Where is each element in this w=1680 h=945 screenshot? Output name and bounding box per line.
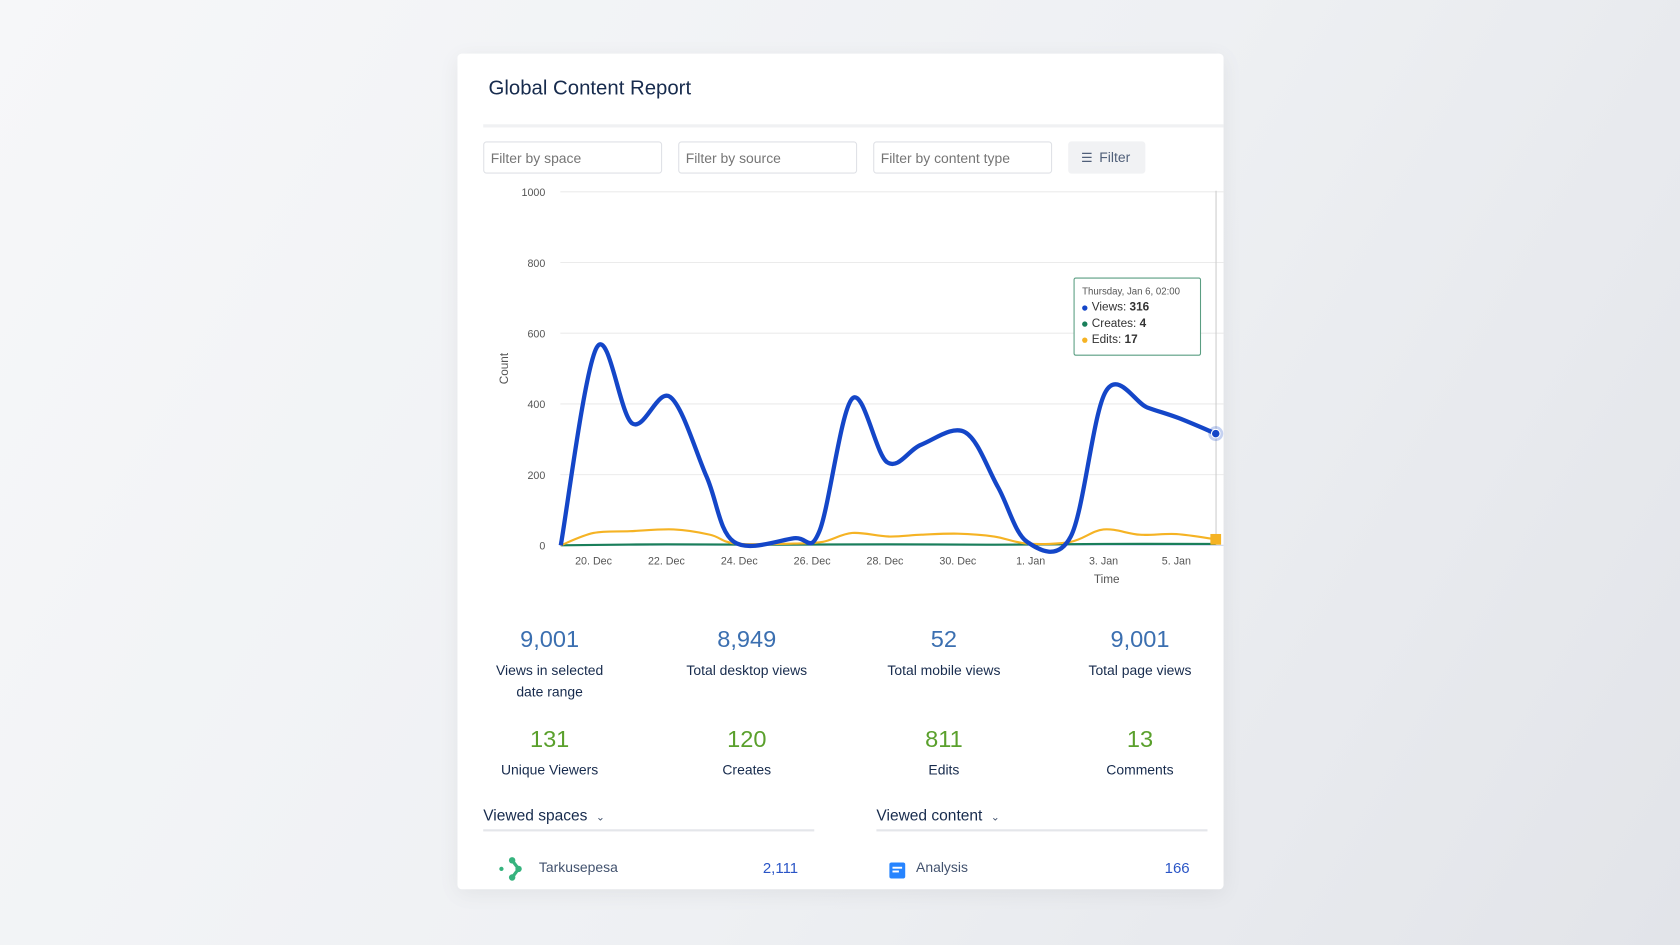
report-card: Global Content Report ☰Filter 0 200 400 600… xyxy=(457,53,1224,890)
filter-button[interactable]: ☰ Filter xyxy=(1068,141,1146,174)
x-tick-label: 28. Dec xyxy=(867,556,905,568)
y-axis-title: Count xyxy=(498,352,511,384)
x-tick-label: 24. Dec xyxy=(721,556,759,568)
space-link[interactable]: Tarkusepesa xyxy=(538,859,618,876)
hover-point-views xyxy=(1210,428,1221,439)
series-line-edits xyxy=(560,528,1216,547)
stat-views-range: 9,001 Views in selected date range xyxy=(495,625,604,700)
space-view-count: 2,111 xyxy=(762,859,799,877)
stat-desktop-views: 8,949 Total desktop views xyxy=(686,625,808,679)
stat-unique-viewers: 131 Unique Viewers xyxy=(500,725,599,778)
x-axis-title: Time xyxy=(1094,573,1120,586)
series-line-views xyxy=(558,342,1217,554)
filter-source-input[interactable] xyxy=(678,141,858,174)
stat-mobile-views: 52 Total mobile views xyxy=(887,625,1001,679)
hover-point-edits xyxy=(1210,533,1222,545)
tooltip-row-creates: Creates: 4 xyxy=(1082,316,1192,332)
y-tick-label: 0 xyxy=(539,541,545,553)
chevron-down-icon: ⌄ xyxy=(990,812,1000,824)
series-line-creates xyxy=(560,542,1216,547)
stat-page-views: 9,001 Total page views xyxy=(1088,625,1192,679)
x-tick-label: 3. Jan xyxy=(1089,556,1118,568)
tooltip-row-views: Views: 316 xyxy=(1082,300,1192,316)
stat-comments: 13 Comments xyxy=(1106,725,1174,778)
filter-icon: ☰ xyxy=(1081,149,1093,165)
page-title: Global Content Report xyxy=(488,77,692,100)
x-tick-label: 22. Dec xyxy=(648,556,686,568)
filter-content-type-input[interactable] xyxy=(873,141,1053,174)
chart-tooltip: Thursday, Jan 6, 02:00 Views: 316 Create… xyxy=(1073,277,1202,356)
content-view-count: 166 xyxy=(1164,859,1190,877)
x-tick-label: 30. Dec xyxy=(939,556,977,568)
content-link[interactable]: Analysis xyxy=(916,859,968,876)
filter-space-input[interactable] xyxy=(483,141,663,174)
space-icon xyxy=(499,857,522,881)
y-tick-label: 200 xyxy=(527,470,545,482)
stat-creates: 120 Creates xyxy=(722,725,772,778)
x-tick-label: 5. Jan xyxy=(1162,556,1191,568)
divider xyxy=(483,124,1224,128)
chevron-down-icon: ⌄ xyxy=(595,812,605,824)
x-tick-label: 20. Dec xyxy=(575,556,613,568)
y-tick-label: 1000 xyxy=(522,187,546,199)
viewed-content-dropdown[interactable]: Viewed content ⌄ xyxy=(876,808,1208,832)
y-tick-label: 600 xyxy=(527,328,545,340)
x-tick-label: 26. Dec xyxy=(794,556,832,568)
tooltip-row-edits: Edits: 17 xyxy=(1082,332,1192,348)
y-tick-label: 400 xyxy=(527,399,545,411)
y-tick-label: 800 xyxy=(527,258,545,270)
stat-edits: 811 Edits xyxy=(925,725,963,778)
viewed-spaces-dropdown[interactable]: Viewed spaces ⌄ xyxy=(483,808,815,832)
views-chart: 0 200 400 600 800 1000 20. Dec 22. Dec 24. Dec 26… xyxy=(498,187,1224,586)
tooltip-date: Thursday, Jan 6, 02:00 xyxy=(1082,286,1181,297)
page-icon xyxy=(889,862,906,879)
x-tick-label: 1. Jan xyxy=(1016,556,1045,568)
